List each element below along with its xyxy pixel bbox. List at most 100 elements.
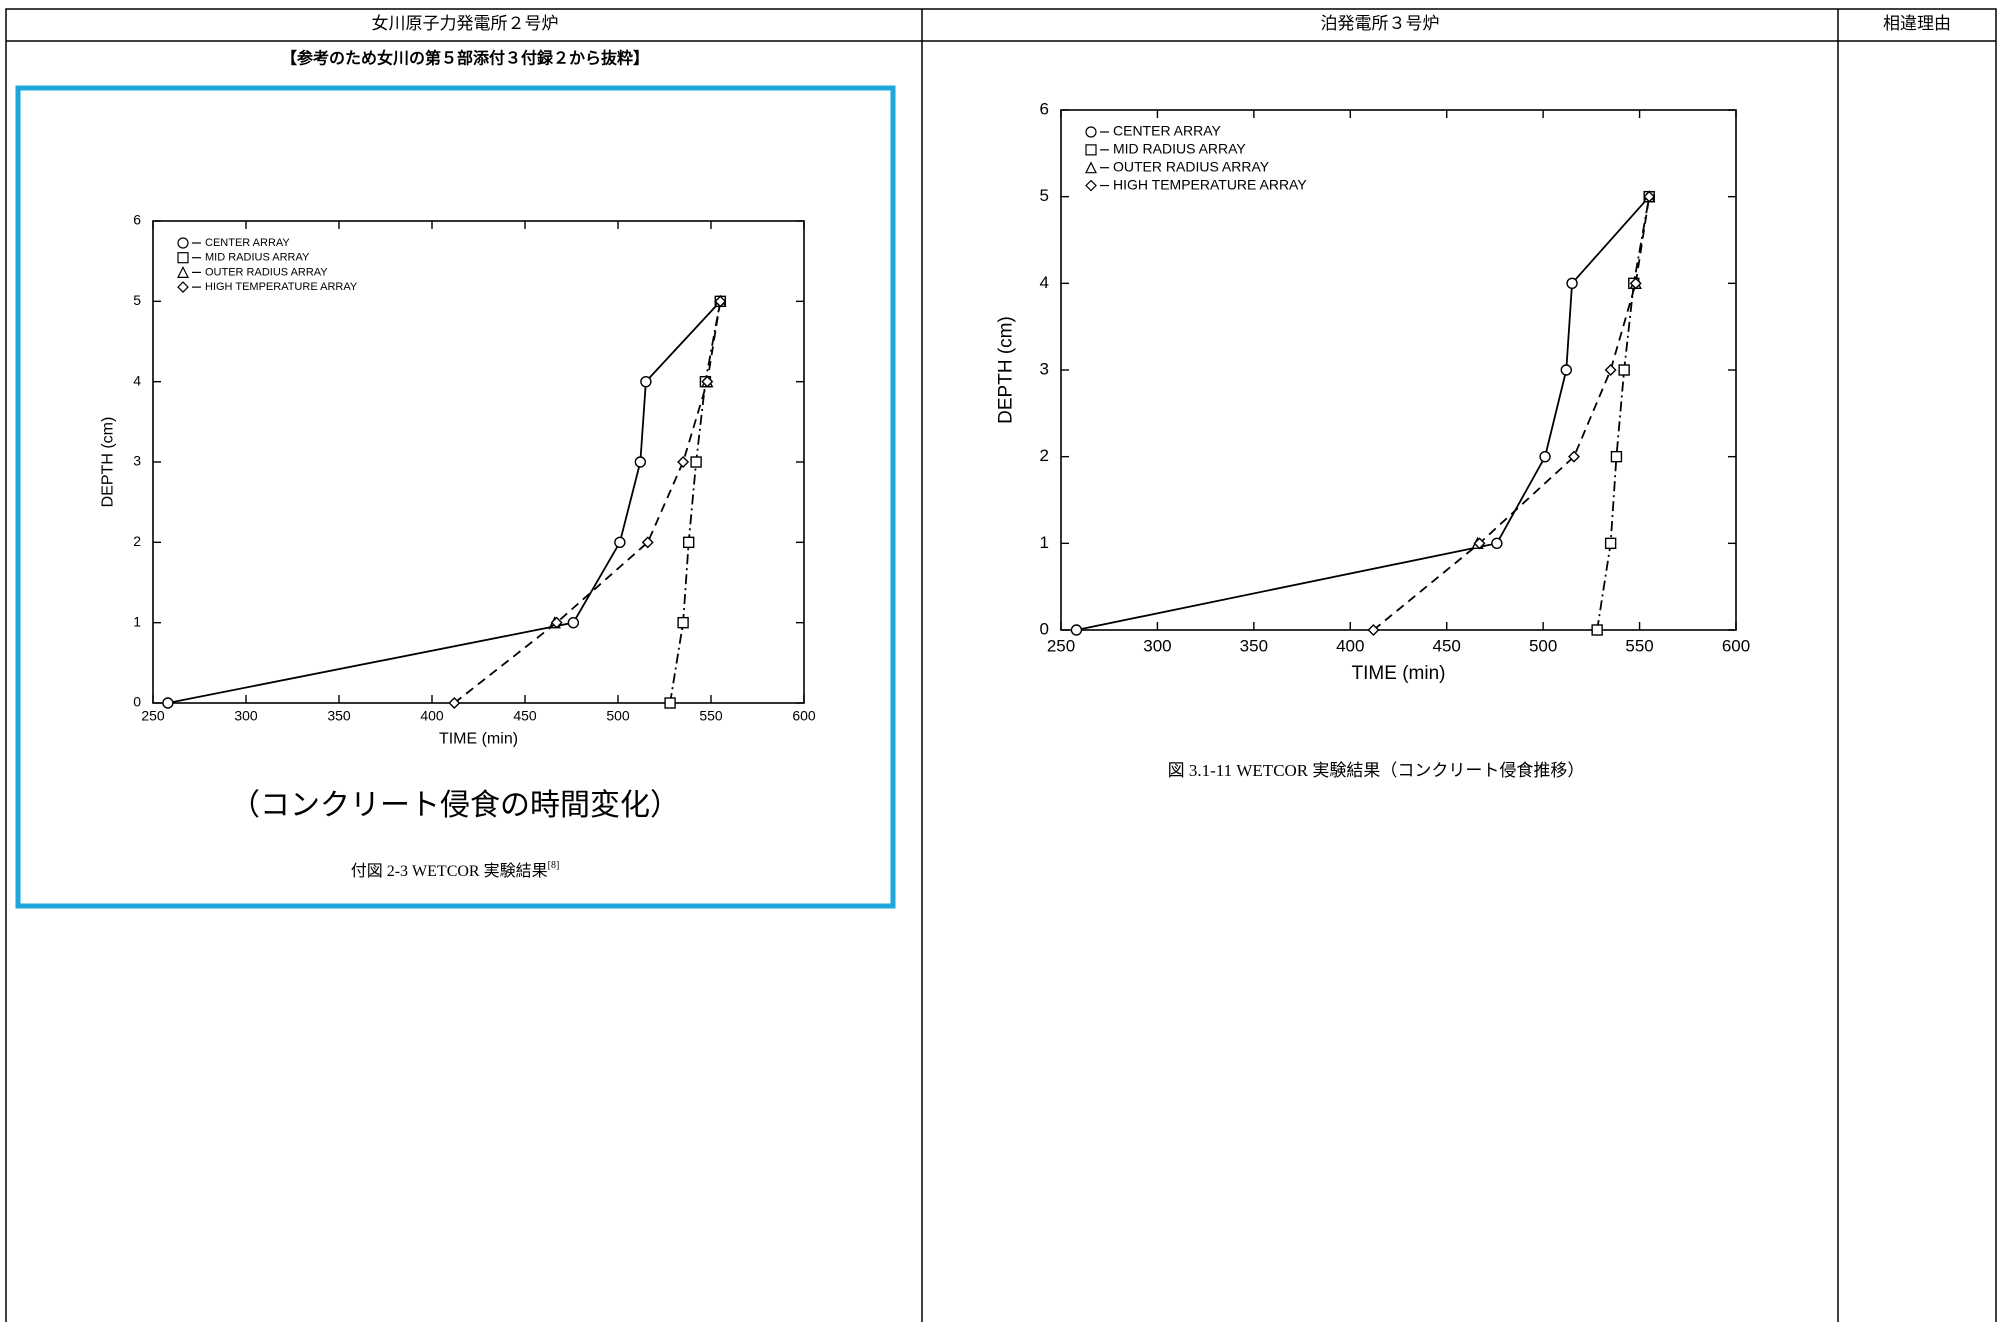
marker: [1491, 537, 1503, 550]
marker: [614, 536, 626, 549]
marker: [664, 697, 676, 709]
y-tick-label: 1: [1040, 533, 1049, 552]
figure-subtitle: （コンクリート侵食の時間変化）: [230, 789, 680, 822]
x-tick-label: 450: [513, 708, 537, 724]
x-tick-label: 500: [606, 708, 630, 724]
y-tick-label: 5: [133, 292, 141, 308]
chart: 250 300 350 400 450 500 550 600 0 1 2 3 4 5 6 TIME (min…: [99, 212, 815, 748]
y-tick-label: 6: [133, 212, 141, 228]
y-axis-label: DEPTH (cm): [996, 316, 1017, 424]
x-tick-label: 550: [1625, 636, 1653, 655]
marker: [567, 616, 580, 629]
legend-label: MID RADIUS ARRAY: [205, 252, 310, 264]
y-tick-label: 6: [1040, 99, 1049, 118]
y-tick-label: 1: [133, 613, 141, 629]
marker: [1085, 126, 1097, 138]
marker: [1618, 364, 1630, 376]
highlight-box: [15, 85, 896, 909]
marker: [1560, 364, 1572, 376]
column-header: 相違理由: [1883, 14, 1951, 33]
legend-label: HIGH TEMPERATURE ARRAY: [205, 281, 358, 293]
x-tick-label: 400: [420, 708, 444, 724]
marker: [701, 375, 714, 388]
legend-label: OUTER RADIUS ARRAY: [205, 266, 328, 278]
marker: [1643, 190, 1656, 203]
y-tick-label: 3: [133, 453, 141, 469]
marker: [1568, 450, 1580, 463]
y-tick-label: 0: [133, 694, 141, 710]
marker: [177, 266, 189, 278]
x-tick-label: 350: [327, 708, 351, 724]
marker: [1566, 277, 1578, 290]
legend-label: MID RADIUS ARRAY: [1113, 141, 1246, 157]
y-tick-label: 5: [1040, 186, 1049, 205]
marker: [641, 536, 654, 549]
chart: 250 300 350 400 450 500 550 600 0 1 2 3 4 5 6 TIME (min…: [996, 99, 1751, 684]
x-tick-label: 300: [234, 708, 258, 724]
x-axis-label: TIME (min): [439, 731, 518, 748]
marker: [682, 536, 695, 549]
caption-reference: [8]: [548, 860, 560, 871]
x-tick-label: 250: [141, 708, 165, 724]
legend-label: OUTER RADIUS ARRAY: [1113, 158, 1270, 174]
y-tick-label: 2: [133, 533, 141, 549]
marker: [1604, 364, 1617, 376]
legend-label: CENTER ARRAY: [205, 237, 290, 249]
marker: [1539, 450, 1551, 463]
x-tick-label: 600: [792, 708, 816, 724]
marker: [1070, 624, 1083, 636]
y-tick-label: 2: [1040, 446, 1049, 465]
marker: [1085, 161, 1097, 174]
marker: [1610, 450, 1623, 463]
column-header: 泊発電所３号炉: [1321, 14, 1440, 33]
marker: [177, 237, 189, 249]
marker: [448, 697, 461, 709]
x-tick-label: 450: [1433, 636, 1461, 655]
marker: [1085, 179, 1097, 192]
note: 【参考のため女川の第５部添付３付録２から抜粋】: [281, 49, 649, 68]
series-line: [453, 301, 722, 704]
marker: [177, 252, 189, 264]
x-tick-label: 500: [1529, 636, 1557, 655]
marker: [640, 375, 652, 388]
y-tick-label: 3: [1040, 359, 1049, 378]
y-tick-label: 4: [133, 372, 141, 388]
series-line: [669, 301, 722, 704]
marker: [1591, 624, 1603, 636]
figure-caption: 付図 2-3 WETCOR 実験結果[8]: [351, 860, 560, 879]
column-header: 女川原子力発電所２号炉: [372, 14, 559, 33]
marker: [1473, 537, 1486, 550]
figure-caption: 図 3.1-11 WETCOR 実験結果（コンクリート侵食推移）: [1168, 761, 1585, 780]
y-axis-label: DEPTH (cm): [99, 417, 116, 508]
marker: [1085, 144, 1097, 156]
marker: [1629, 277, 1642, 290]
y-tick-label: 4: [1040, 273, 1049, 292]
legend-label: CENTER ARRAY: [1113, 123, 1222, 139]
x-tick-label: 550: [699, 708, 723, 724]
x-tick-label: 250: [1047, 636, 1075, 655]
marker: [690, 456, 702, 468]
marker: [1604, 537, 1617, 550]
marker: [677, 616, 689, 629]
x-tick-label: 400: [1336, 636, 1364, 655]
y-tick-label: 0: [1040, 619, 1049, 638]
series-line: [167, 300, 721, 704]
marker: [177, 281, 189, 293]
series-line: [1596, 196, 1651, 631]
marker: [634, 456, 647, 468]
caption-text: 付図 2-3 WETCOR 実験結果: [351, 862, 548, 880]
x-tick-label: 600: [1722, 636, 1750, 655]
legend-label: HIGH TEMPERATURE ARRAY: [1113, 176, 1307, 192]
x-axis-label: TIME (min): [1352, 663, 1446, 684]
series-line: [1076, 196, 1650, 631]
plot-frame: [152, 220, 805, 704]
marker: [162, 697, 174, 709]
table-border: [5, 8, 1997, 1322]
marker: [677, 456, 690, 468]
x-tick-label: 300: [1143, 636, 1171, 655]
marker: [714, 295, 727, 308]
marker: [550, 616, 563, 629]
x-tick-label: 350: [1240, 636, 1268, 655]
